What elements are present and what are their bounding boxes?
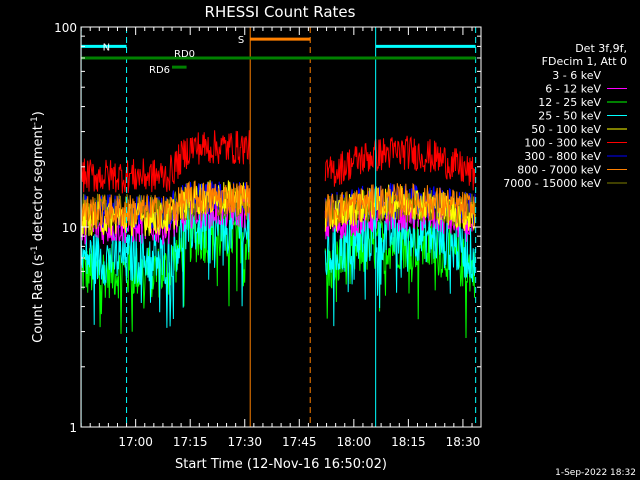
y-tick-label: 100 [54,21,77,35]
interval-layer: N S RD0 RD6 [80,27,477,427]
chart-title: RHESSI Count Rates [205,3,356,21]
interval-label-s: S [238,35,244,46]
y-axis-label-mid: detector segment [31,125,46,245]
legend-label-12-25-kev: 12 - 25 keV [538,96,601,109]
x-axis-label: Start Time (12-Nov-16 16:50:02) [175,457,387,472]
legend-label-100-300-kev: 100 - 300 keV [524,137,601,150]
y-axis-label-main: Count Rate (s [31,254,46,343]
legend-header-line-1: Det 3f,9f, [575,42,627,55]
x-tick-label: 18:00 [337,435,372,449]
x-tick-label: 17:45 [282,435,317,449]
interval-label-n: N [103,42,110,53]
x-tick-label: 18:30 [446,435,481,449]
legend-label-6-12-kev: 6 - 12 keV [545,83,601,96]
x-tick-label: 18:15 [391,435,426,449]
trace-layer [80,130,476,339]
y-axis-label-exp2: -1 [30,116,40,125]
series-line-100-300-kev [80,130,476,194]
y-axis-label: Count Rate (s-1 detector segment-1) [30,111,46,343]
interval-label-rd0: RD0 [174,49,195,60]
interval-label-rd6: RD6 [149,65,170,76]
axis-layer: 17:00 17:15 17:30 17:45 18:00 18:15 18:30 1 10 10… [54,21,481,449]
legend-label-25-50-kev: 25 - 50 keV [538,110,601,123]
legend-header-line-2: FDecim 1, Att 0 [542,55,627,68]
y-axis-label-exp1: -1 [30,245,40,254]
x-tick-label: 17:15 [173,435,208,449]
y-tick-label: 1 [69,421,77,435]
legend-label-50-100-kev: 50 - 100 keV [531,123,601,136]
legend-label-300-800-kev: 300 - 800 keV [524,150,601,163]
y-axis-label-end: ) [31,111,46,116]
legend-label-7000-15000-kev: 7000 - 15000 keV [503,177,601,190]
y-tick-label: 10 [62,221,77,235]
legend-label-800-7000-kev: 800 - 7000 keV [517,164,601,177]
x-tick-label: 17:30 [227,435,262,449]
series-line-800-7000-kev [80,180,476,229]
footer-timestamp: 1-Sep-2022 18:32 [555,468,636,478]
x-tick-label: 17:00 [118,435,153,449]
legend-label-3-6-kev: 3 - 6 keV [552,69,601,82]
